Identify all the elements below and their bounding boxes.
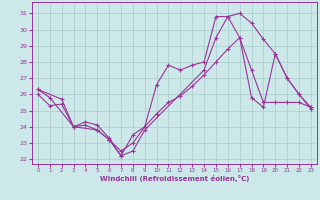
X-axis label: Windchill (Refroidissement éolien,°C): Windchill (Refroidissement éolien,°C) — [100, 175, 249, 182]
